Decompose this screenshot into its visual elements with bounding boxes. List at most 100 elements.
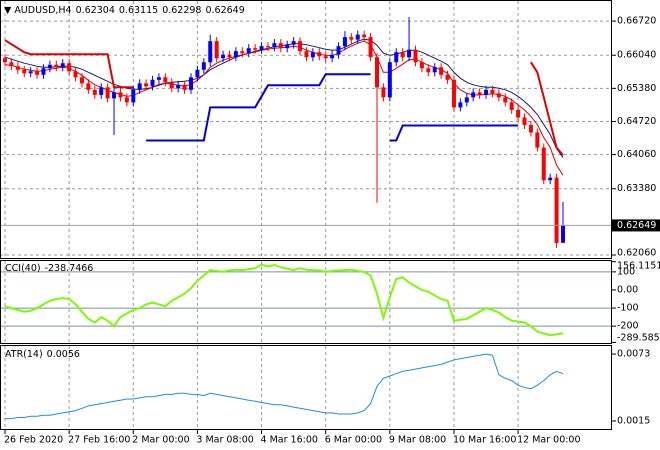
candle-body bbox=[407, 49, 412, 58]
header: ▼ AUDUSD,H4 0.62304 0.63115 0.62298 0.62649 bbox=[4, 5, 245, 16]
candle-body bbox=[176, 84, 181, 89]
candle-body bbox=[156, 77, 161, 80]
candle-body bbox=[349, 37, 354, 40]
candle-body bbox=[265, 46, 270, 48]
candle-body bbox=[259, 46, 264, 50]
y-tick-label: 0.0015 bbox=[617, 415, 650, 426]
candle-body bbox=[118, 92, 123, 98]
candle-body bbox=[105, 87, 110, 99]
y-tick-label: 0.63380 bbox=[617, 183, 656, 194]
y-tick-label: 0.64720 bbox=[617, 116, 656, 127]
candle-body bbox=[272, 43, 277, 48]
candle-body bbox=[169, 82, 174, 89]
time-label: 3 Mar 08:00 bbox=[196, 435, 253, 446]
time-label: 26 Feb 2020 bbox=[4, 435, 63, 446]
candle-body bbox=[336, 46, 341, 55]
candle-body bbox=[503, 97, 508, 103]
main-frame bbox=[0, 0, 612, 259]
candle-body bbox=[54, 64, 59, 68]
y-tick-label: -100 bbox=[617, 303, 639, 314]
symbol: AUDUSD,H4 bbox=[14, 5, 71, 16]
y-tick-label: -289.5853 bbox=[617, 333, 660, 344]
candle-body bbox=[278, 43, 283, 49]
time-label: 9 Mar 08:00 bbox=[389, 435, 446, 446]
candle-body bbox=[516, 109, 521, 118]
candle-body bbox=[298, 41, 303, 52]
candle-body bbox=[439, 67, 444, 75]
candle-body bbox=[22, 69, 27, 74]
candle-body bbox=[451, 79, 456, 108]
high: 0.63115 bbox=[119, 5, 158, 16]
candle-body bbox=[92, 89, 97, 95]
candle-body bbox=[137, 83, 142, 90]
time-label: 27 Feb 16:00 bbox=[68, 435, 130, 446]
candle-body bbox=[208, 41, 213, 63]
candle-body bbox=[387, 62, 392, 98]
candle-body bbox=[240, 51, 245, 54]
candle-body bbox=[490, 89, 495, 94]
candle-body bbox=[35, 71, 40, 75]
candle-body bbox=[79, 77, 84, 84]
candle-body bbox=[182, 84, 187, 90]
candle-body bbox=[362, 34, 367, 38]
candle-body bbox=[189, 77, 193, 90]
cci-title: CCI(40) bbox=[5, 263, 41, 274]
y-tick-label: 156.1151 bbox=[617, 261, 660, 272]
candle-body bbox=[368, 37, 373, 58]
time-label: 4 Mar 16:00 bbox=[261, 435, 318, 446]
atr-value: 0.0056 bbox=[47, 349, 80, 360]
candle-body bbox=[375, 57, 379, 88]
y-tick-label: 0.0073 bbox=[617, 349, 650, 360]
candle-body bbox=[464, 97, 469, 103]
candle-body bbox=[413, 49, 418, 63]
candle-body bbox=[381, 87, 386, 98]
candle-body bbox=[253, 48, 258, 50]
y-tick-label: 0.66720 bbox=[617, 16, 656, 27]
atr-title: ATR(14) bbox=[5, 349, 43, 360]
candle-body bbox=[528, 124, 533, 133]
candle-body bbox=[131, 89, 136, 103]
indicator-line bbox=[5, 353, 564, 420]
cci-value: -238.7466 bbox=[45, 263, 94, 274]
candle-body bbox=[73, 71, 78, 78]
candle-body bbox=[330, 54, 335, 59]
candle-body bbox=[310, 52, 315, 58]
low: 0.62298 bbox=[162, 5, 201, 16]
candle-body bbox=[471, 92, 476, 98]
time-label: 2 Mar 00:00 bbox=[132, 435, 189, 446]
y-tick-label: 0.64060 bbox=[617, 149, 656, 160]
candle-body bbox=[15, 66, 20, 70]
candle-body bbox=[67, 63, 72, 72]
y-tick-label: 0.62060 bbox=[617, 248, 656, 259]
time-label: 6 Mar 00:00 bbox=[325, 435, 382, 446]
candle-body bbox=[246, 48, 251, 54]
candle-body bbox=[124, 97, 129, 103]
candle-body bbox=[112, 92, 117, 99]
menu-arrow: ▼ bbox=[4, 5, 12, 16]
candle-body bbox=[496, 93, 501, 98]
cci-frame bbox=[0, 260, 612, 344]
candle-body bbox=[317, 52, 322, 57]
candle-body bbox=[394, 52, 399, 63]
indicator-line bbox=[4, 40, 564, 176]
candle-body bbox=[291, 41, 296, 45]
candle-body bbox=[201, 62, 206, 70]
price-box bbox=[612, 219, 660, 232]
time-label: 12 Mar 00:00 bbox=[517, 435, 580, 446]
candle-body bbox=[484, 89, 489, 95]
open: 0.62304 bbox=[76, 5, 115, 16]
candle-body bbox=[214, 41, 219, 59]
candle-body bbox=[445, 74, 450, 80]
time-label: 10 Mar 16:00 bbox=[453, 435, 516, 446]
candle-body bbox=[419, 62, 424, 69]
cci-header: CCI(40) -238.7466 bbox=[5, 263, 93, 274]
candle-body bbox=[99, 87, 104, 95]
candle-body bbox=[233, 51, 238, 58]
indicator-line bbox=[4, 263, 564, 337]
candle-body bbox=[432, 67, 437, 73]
atr-frame bbox=[0, 345, 612, 430]
candle-body bbox=[355, 34, 360, 40]
candle-body bbox=[150, 79, 155, 87]
y-tick-label: 0.66040 bbox=[617, 50, 656, 61]
